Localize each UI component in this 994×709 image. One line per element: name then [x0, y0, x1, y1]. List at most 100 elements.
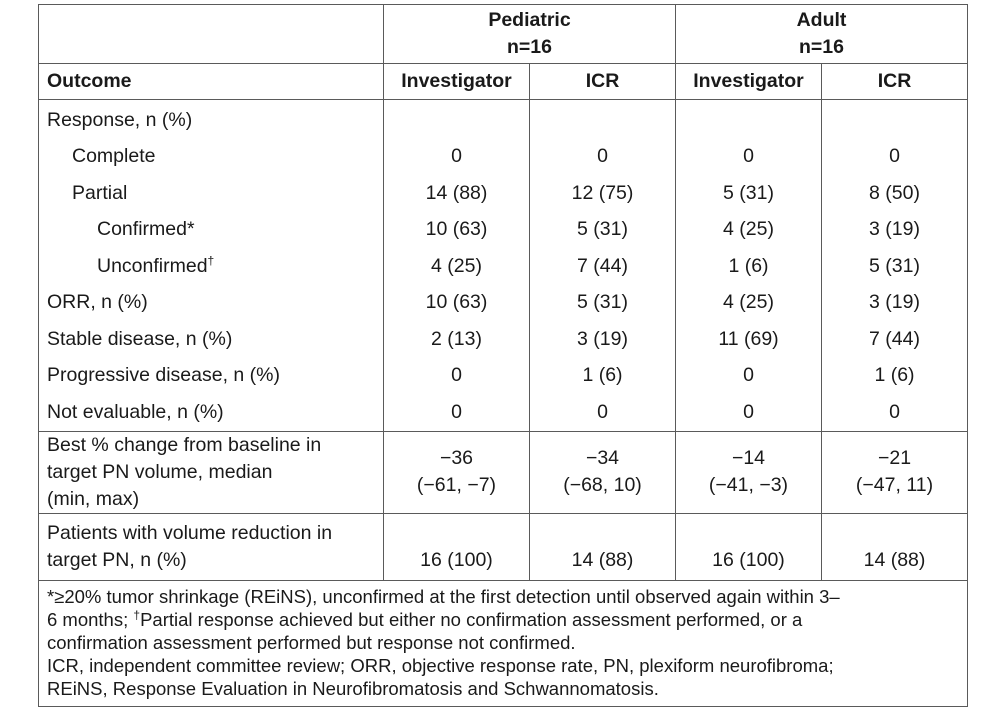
footnote-cell: *≥20% tumor shrinkage (REiNS), unconfirm… [37, 579, 969, 707]
outcome-table: Pediatric n=16 Adult n=16 Outcome Invest… [37, 4, 969, 707]
cell: 12 (75) [529, 175, 676, 212]
cell: 3 (19) [820, 211, 969, 248]
cell: 14 (88) [820, 512, 969, 581]
footnote-text: Partial response achieved but either no … [140, 608, 803, 630]
range-value: (−41, −3) [708, 474, 789, 496]
cell: 0 [383, 138, 530, 175]
cell [820, 99, 969, 139]
cell: 0 [675, 357, 822, 394]
row-label: Not evaluable, n (%) [38, 394, 384, 431]
pediatric-group-n: n=16 [507, 36, 552, 58]
adult-group-name: Adult [796, 9, 847, 31]
row-label: ORR, n (%) [38, 284, 384, 321]
cell: 2 (13) [383, 321, 530, 358]
median-value: −36 [439, 447, 474, 469]
footnote-text: 6 months; [47, 608, 134, 630]
footnote-line: 6 months; †Partial response achieved but… [47, 608, 959, 631]
cell [529, 99, 676, 139]
cell: 0 [820, 138, 969, 175]
cell: 0 [820, 394, 969, 431]
adult-group-n: n=16 [799, 36, 844, 58]
label-line: target PN, n (%) [47, 548, 187, 571]
row-label: Progressive disease, n (%) [38, 357, 384, 394]
range-value: (−47, 11) [855, 474, 934, 496]
cell: 4 (25) [675, 211, 822, 248]
empty-corner-cell [38, 4, 384, 64]
cell: 5 (31) [820, 248, 969, 285]
best-change-section: Best % change from baseline in target PN… [38, 430, 969, 514]
cell: 0 [529, 394, 676, 431]
cell: 8 (50) [820, 175, 969, 212]
best-change-row: Best % change from baseline in target PN… [38, 430, 969, 514]
table-row: Stable disease, n (%) 2 (13) 3 (19) 11 (… [38, 321, 969, 358]
adult-icr-header: ICR [820, 63, 969, 100]
cell: 10 (63) [383, 211, 530, 248]
table-footnotes: *≥20% tumor shrinkage (REiNS), unconfirm… [37, 579, 969, 707]
table-row: Not evaluable, n (%) 0 0 0 0 [38, 394, 969, 431]
pediatric-investigator-header: Investigator [383, 63, 530, 100]
cell: 1 (6) [675, 248, 822, 285]
label-line: (min, max) [47, 487, 140, 510]
response-rows: Response, n (%) Complete 0 0 0 0 Partial… [38, 99, 969, 431]
cell [675, 99, 822, 139]
row-label: Response, n (%) [38, 99, 384, 139]
row-label: Stable disease, n (%) [38, 321, 384, 358]
footnote-line: REiNS, Response Evaluation in Neurofibro… [47, 677, 659, 699]
best-change-label: Best % change from baseline in target PN… [38, 430, 384, 514]
label-line: target PN volume, median [47, 460, 273, 483]
cell: 0 [675, 138, 822, 175]
row-label: Partial [38, 175, 384, 212]
cell: 7 (44) [820, 321, 969, 358]
cell [383, 99, 530, 139]
cell: 1 (6) [820, 357, 969, 394]
cell: 3 (19) [529, 321, 676, 358]
pediatric-group-header: Pediatric n=16 [383, 4, 676, 64]
table-row: Complete 0 0 0 0 [38, 138, 969, 175]
cell: 7 (44) [529, 248, 676, 285]
cell: 0 [383, 357, 530, 394]
median-value: −14 [731, 447, 766, 469]
table-row: Confirmed* 10 (63) 5 (31) 4 (25) 3 (19) [38, 211, 969, 248]
cell: −14 (−41, −3) [675, 430, 822, 514]
cell: 0 [675, 394, 822, 431]
cell: 10 (63) [383, 284, 530, 321]
pediatric-icr-header: ICR [529, 63, 676, 100]
cell: 5 (31) [529, 284, 676, 321]
adult-investigator-header: Investigator [675, 63, 822, 100]
outcome-column-header: Outcome [38, 63, 384, 100]
row-label: Unconfirmed [97, 254, 208, 277]
adult-group-header: Adult n=16 [674, 4, 969, 64]
median-value: −21 [877, 447, 912, 469]
cell: −21 (−47, 11) [820, 430, 969, 514]
cell: 5 (31) [529, 211, 676, 248]
row-label-cell: Unconfirmed† [38, 248, 384, 285]
column-header-row: Outcome Investigator ICR Investigator IC… [38, 63, 969, 100]
cell: 1 (6) [529, 357, 676, 394]
row-label: Confirmed* [38, 211, 384, 248]
footnote-line: *≥20% tumor shrinkage (REiNS), unconfirm… [47, 585, 840, 607]
cell: 4 (25) [383, 248, 530, 285]
cell: 14 (88) [383, 175, 530, 212]
cell: 16 (100) [383, 512, 530, 581]
footnote-line: ICR, independent committee review; ORR, … [47, 654, 834, 676]
outcome-table-container: Pediatric n=16 Adult n=16 Outcome Invest… [37, 4, 969, 707]
table-row: Partial 14 (88) 12 (75) 5 (31) 8 (50) [38, 175, 969, 212]
volume-reduction-section: Patients with volume reduction in target… [38, 512, 969, 581]
footnote-row: *≥20% tumor shrinkage (REiNS), unconfirm… [37, 579, 969, 707]
row-label: Complete [38, 138, 384, 175]
dagger-mark: † [207, 253, 215, 268]
table-row: Response, n (%) [38, 99, 969, 139]
table-row: Progressive disease, n (%) 0 1 (6) 0 1 (… [38, 357, 969, 394]
range-value: (−61, −7) [416, 474, 497, 496]
table-row: ORR, n (%) 10 (63) 5 (31) 4 (25) 3 (19) [38, 284, 969, 321]
median-value: −34 [585, 447, 620, 469]
dagger-mark: † [133, 607, 141, 622]
volume-reduction-row: Patients with volume reduction in target… [38, 512, 969, 581]
table-row: Unconfirmed† 4 (25) 7 (44) 1 (6) 5 (31) [38, 248, 969, 285]
label-line: Best % change from baseline in [47, 433, 322, 456]
cell: 11 (69) [675, 321, 822, 358]
footnote-line: confirmation assessment performed but re… [47, 631, 576, 653]
range-value: (−68, 10) [563, 474, 642, 496]
cell: 5 (31) [675, 175, 822, 212]
cell: 4 (25) [675, 284, 822, 321]
